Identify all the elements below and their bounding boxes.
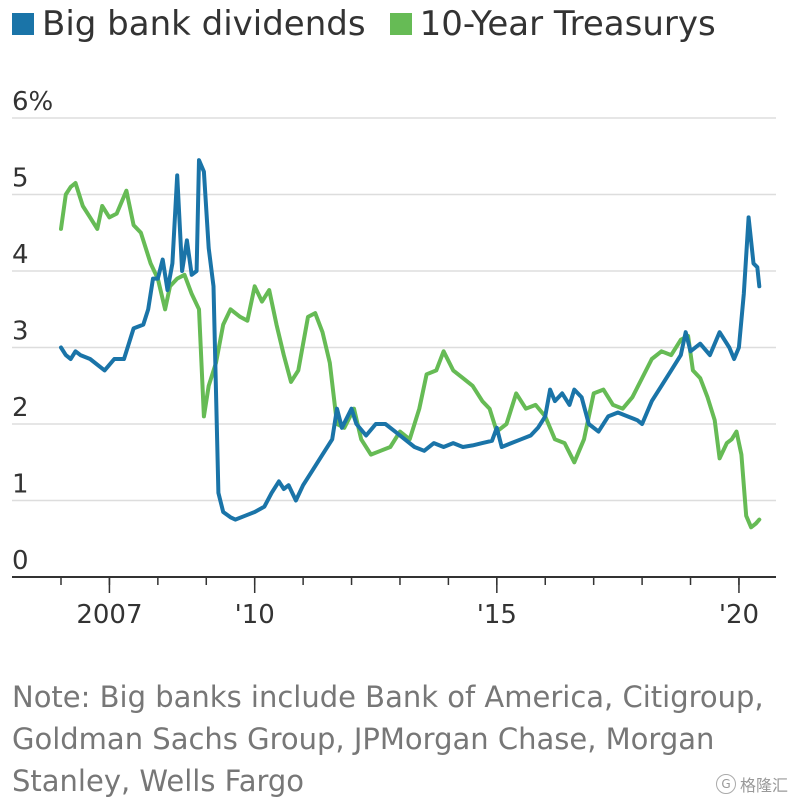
x-tick-label: '10 [235,600,275,630]
y-tick-label: 4 [12,240,29,270]
y-tick-label: 6% [12,87,53,117]
x-tick-label: '20 [719,600,759,630]
legend: Big bank dividends 10-Year Treasurys [12,4,740,44]
legend-item-dividends[interactable]: Big bank dividends [12,4,366,44]
series-line-treasurys [59,181,762,530]
y-tick-label: 5 [12,164,29,194]
watermark-logo-icon: G [715,774,736,794]
chart-note: Note: Big banks include Bank of America,… [12,680,764,798]
y-tick-label: 0 [12,546,29,576]
legend-swatch-dividends [12,13,34,35]
y-tick-label: 2 [12,393,29,423]
series-line-dividends [59,158,762,522]
line-chart: 6% 5 4 3 2 1 0 2007 '10 '15 '20 [12,87,776,630]
x-tick-label: '15 [477,600,517,630]
legend-item-treasurys[interactable]: 10-Year Treasurys [389,4,716,44]
y-tick-label: 3 [12,317,29,347]
y-tick-label: 1 [12,470,29,500]
watermark: G 格隆汇 [715,772,788,796]
x-tick-label: 2007 [76,600,142,630]
watermark-text: 格隆汇 [739,776,788,795]
legend-label-treasurys: 10-Year Treasurys [419,4,716,44]
legend-swatch-treasurys [389,13,412,35]
legend-label-dividends: Big bank dividends [42,4,366,44]
